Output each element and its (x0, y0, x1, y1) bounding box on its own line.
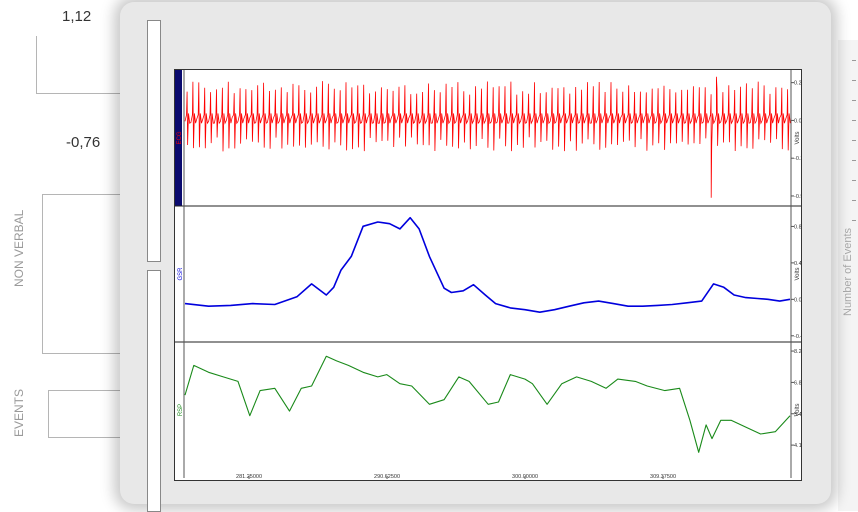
y-tick-label: 0.848796 (794, 224, 801, 230)
ecg-series-line (184, 76, 791, 198)
right-axis-tick (852, 140, 856, 141)
y-tick-label: 8.228760 (794, 349, 801, 355)
y-tick-label: -0.424398 (794, 334, 801, 340)
y-tick-label: 4.114380 (794, 443, 801, 449)
chart-frame: ECG Volts 0.268555 0.000000 -0.268555 -0.5371… (174, 69, 819, 488)
y-tick-label: -0.268555 (794, 156, 801, 162)
panel-side-stub (147, 20, 161, 262)
gsr-series-line (184, 216, 791, 313)
number-of-events-label: Number of Events (842, 227, 854, 316)
right-axis-tick (852, 60, 856, 61)
y-tick-label: 0.424398 (794, 261, 801, 267)
unit-label: Volts (795, 403, 801, 416)
events-bracket (48, 437, 120, 438)
right-axis-tick (852, 120, 856, 121)
right-axis-tick (852, 100, 856, 101)
channel-label: RSP (178, 404, 184, 416)
events-bracket (48, 390, 120, 391)
nonverbal-bracket (42, 194, 43, 354)
channel-label: ECG (177, 131, 183, 144)
right-axis-tick (852, 80, 856, 81)
nonverbal-label: NON VERBAL (12, 209, 26, 287)
background-bracket (36, 36, 37, 94)
y-tick-label: 0.268555 (794, 81, 801, 87)
y-tick-label: 6.857300 (794, 380, 801, 386)
x-tick-label: 309.37500 (650, 474, 676, 480)
y-tick-label: 5.485840 (794, 412, 801, 418)
x-tick-label: 281.25000 (236, 474, 262, 480)
background-right-axis (838, 40, 858, 511)
y-tick-label: -0.537109 (794, 194, 801, 200)
unit-label: Volts (795, 131, 801, 144)
rsp-series-line (184, 355, 791, 453)
right-axis-tick (852, 160, 856, 161)
nonverbal-bracket (42, 353, 120, 354)
unit-label: Volts (795, 267, 801, 280)
ecg-channel-tab (175, 70, 182, 206)
right-axis-tick (852, 200, 856, 201)
events-label: EVENTS (12, 388, 26, 437)
background-bracket (36, 93, 120, 94)
background-value-mid: -0,76 (66, 134, 101, 151)
background-value-top: 1,12 (62, 8, 92, 25)
signal-chart: ECG Volts 0.268555 0.000000 -0.268555 -0.5371… (175, 70, 819, 488)
right-axis-tick (852, 220, 856, 221)
channel-label: GSR (178, 267, 184, 281)
x-tick-label: 290.62500 (374, 474, 400, 480)
y-tick-label: 0.000000 (794, 118, 801, 124)
x-tick-label: 300.00000 (512, 474, 538, 480)
y-tick-label: 0.000000 (794, 297, 801, 303)
nonverbal-bracket (42, 194, 120, 195)
right-axis-tick (852, 180, 856, 181)
panel-side-stub (147, 270, 161, 512)
events-bracket (48, 390, 49, 438)
